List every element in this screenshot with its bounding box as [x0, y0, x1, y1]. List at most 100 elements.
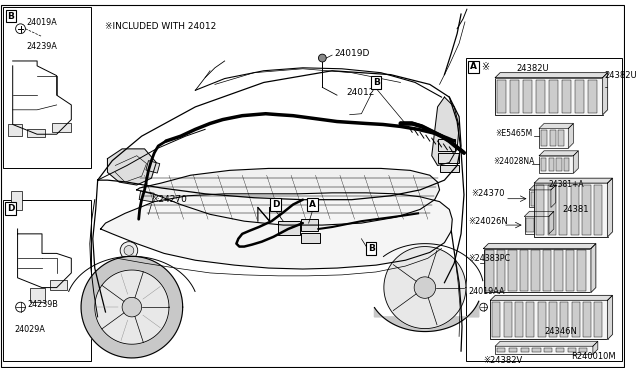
- Bar: [579, 348, 588, 352]
- Bar: [539, 128, 568, 148]
- Bar: [52, 122, 71, 132]
- Bar: [549, 80, 558, 113]
- Bar: [534, 183, 607, 237]
- Circle shape: [15, 302, 26, 312]
- Text: ※24383PC: ※24383PC: [468, 254, 510, 263]
- Polygon shape: [432, 97, 459, 166]
- Bar: [541, 158, 547, 171]
- Circle shape: [15, 24, 26, 33]
- Bar: [541, 130, 547, 146]
- Text: 24346N: 24346N: [544, 327, 577, 336]
- Bar: [440, 164, 459, 172]
- Bar: [28, 129, 45, 137]
- Bar: [525, 216, 549, 234]
- Bar: [510, 80, 519, 113]
- Bar: [497, 250, 505, 291]
- Text: 24381: 24381: [562, 205, 589, 214]
- Text: B: B: [7, 12, 14, 20]
- Text: A: A: [470, 62, 477, 71]
- Polygon shape: [573, 151, 579, 173]
- Polygon shape: [374, 301, 479, 331]
- Bar: [497, 348, 506, 352]
- Text: ※24270: ※24270: [152, 195, 188, 204]
- Bar: [486, 250, 493, 291]
- Bar: [562, 80, 571, 113]
- Polygon shape: [551, 185, 556, 208]
- Bar: [466, 58, 622, 361]
- Text: ※24382V: ※24382V: [483, 356, 523, 365]
- Text: B: B: [368, 244, 374, 253]
- Text: D: D: [272, 200, 279, 209]
- Bar: [508, 250, 516, 291]
- Polygon shape: [539, 151, 579, 156]
- Polygon shape: [539, 124, 573, 128]
- Bar: [3, 7, 91, 169]
- Bar: [495, 78, 603, 115]
- Bar: [560, 302, 568, 337]
- Bar: [559, 185, 568, 235]
- Bar: [556, 158, 561, 171]
- Circle shape: [479, 303, 488, 311]
- Polygon shape: [607, 295, 612, 339]
- Text: ※24370: ※24370: [471, 189, 504, 198]
- Bar: [540, 192, 547, 206]
- Text: D: D: [7, 204, 15, 213]
- Polygon shape: [483, 244, 596, 248]
- Text: ※24026N: ※24026N: [468, 217, 508, 226]
- Text: 24382U: 24382U: [516, 64, 549, 73]
- Bar: [490, 300, 607, 339]
- Circle shape: [248, 199, 280, 230]
- Bar: [11, 191, 22, 211]
- Bar: [564, 158, 569, 171]
- Bar: [554, 250, 563, 291]
- Bar: [495, 346, 593, 354]
- Bar: [588, 80, 597, 113]
- Bar: [575, 80, 584, 113]
- Text: B: B: [372, 78, 380, 87]
- Polygon shape: [549, 211, 554, 234]
- Polygon shape: [534, 178, 612, 183]
- Bar: [577, 250, 586, 291]
- Polygon shape: [525, 211, 554, 216]
- Text: 24381+A: 24381+A: [549, 180, 584, 189]
- Bar: [538, 302, 545, 337]
- Bar: [532, 348, 541, 352]
- Circle shape: [122, 297, 141, 317]
- Text: ※: ※: [481, 62, 490, 72]
- Bar: [583, 302, 591, 337]
- Polygon shape: [495, 73, 607, 78]
- Text: 24019D: 24019D: [334, 49, 369, 58]
- Text: 24012: 24012: [347, 88, 375, 97]
- Circle shape: [319, 54, 326, 62]
- Polygon shape: [95, 270, 169, 344]
- Bar: [539, 156, 573, 173]
- Text: ※INCLUDED WITH 24012: ※INCLUDED WITH 24012: [104, 22, 216, 31]
- Bar: [544, 348, 552, 352]
- Text: 24239A: 24239A: [26, 42, 57, 51]
- Bar: [543, 250, 551, 291]
- Bar: [50, 280, 67, 289]
- Polygon shape: [529, 185, 556, 190]
- Bar: [30, 288, 45, 302]
- Polygon shape: [591, 244, 596, 292]
- Bar: [594, 185, 602, 235]
- Text: R240010M: R240010M: [571, 352, 616, 361]
- Polygon shape: [108, 149, 156, 185]
- Bar: [531, 192, 538, 206]
- Bar: [515, 302, 523, 337]
- Bar: [301, 233, 321, 243]
- Polygon shape: [81, 256, 182, 358]
- Bar: [438, 153, 459, 163]
- Text: ※E5465M: ※E5465M: [495, 129, 532, 138]
- Bar: [483, 248, 591, 292]
- Bar: [509, 348, 517, 352]
- Bar: [139, 191, 154, 202]
- Bar: [549, 302, 557, 337]
- Bar: [520, 348, 529, 352]
- Bar: [582, 185, 591, 235]
- Bar: [527, 218, 534, 232]
- Circle shape: [253, 203, 275, 225]
- Polygon shape: [100, 193, 452, 269]
- Bar: [536, 185, 545, 235]
- Circle shape: [120, 242, 138, 259]
